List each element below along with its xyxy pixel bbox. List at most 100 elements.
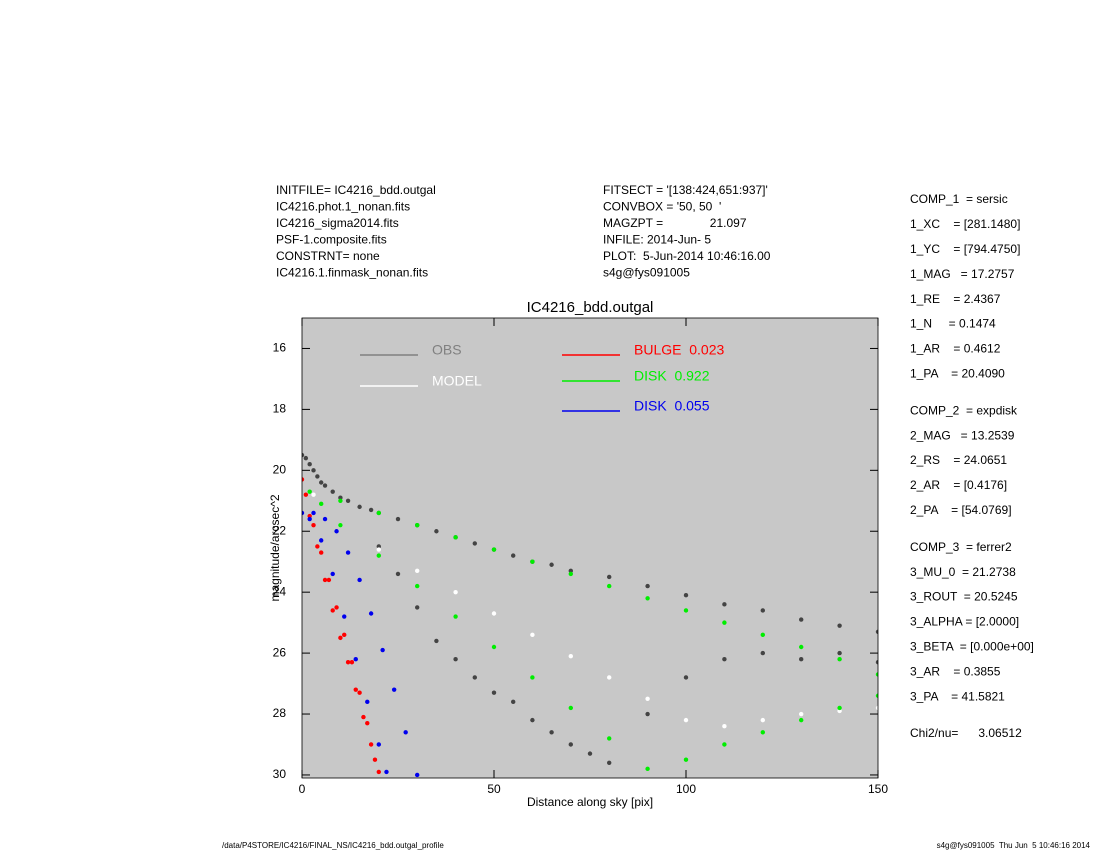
point [368,507,374,513]
x-tick-label: 150 [868,782,888,796]
footer-left: /data/P4STORE/IC4216/FINAL_NS/IC4216_bdd… [222,841,444,850]
point [330,571,335,577]
x-tick-label: 0 [299,782,306,796]
point [530,632,535,638]
point [353,656,358,662]
y-axis-label: magnitude/arcsec^2 [268,494,282,601]
point [607,583,612,589]
point [368,611,374,616]
header-left-line: IC4216_sigma2014.fits [276,216,399,230]
point [607,675,612,680]
parameter-line: 3_ALPHA = [2.0000] [910,615,1019,629]
point [338,495,343,500]
point [453,535,458,540]
point [568,705,573,711]
point [549,730,554,735]
point [415,568,420,574]
x-tick-label: 50 [487,782,501,796]
parameter-line: 2_PA = [54.0769] [910,503,1012,517]
header-middle-line: CONVBOX = '50, 50 ' [603,200,721,214]
point [415,605,420,610]
point [338,635,343,641]
header-middle-line: FITSECT = '[138:424,651:937]' [603,183,768,197]
parameter-line: 2_AR = [0.4176] [910,478,1007,492]
y-tick-label: 16 [273,341,287,355]
parameter-line: 2_RS = 24.0651 [910,453,1007,467]
point [319,501,324,507]
point [303,455,309,461]
y-tick-label: 30 [273,767,287,781]
point [319,538,324,543]
point [511,699,516,705]
y-tick-label: 26 [273,645,287,659]
point [302,452,305,458]
point [530,559,535,564]
point [568,653,573,659]
point [380,647,385,653]
point [472,541,477,546]
point [319,550,324,555]
y-tick-label: 20 [273,462,287,476]
parameter-line: 1_MAG = 17.2757 [910,267,1015,281]
parameter-line: 1_N = 0.1474 [910,317,996,331]
legend-label: MODEL [432,373,482,389]
point [338,522,343,528]
parameter-line: 1_YC = [794.4750] [910,242,1020,256]
point [353,687,358,692]
point [303,492,309,497]
point [760,632,765,638]
point [345,550,351,555]
point [645,583,650,589]
point [453,614,458,619]
point [491,690,497,695]
point [376,547,381,552]
point [365,720,370,726]
point [837,708,842,714]
point [322,483,328,488]
point [875,705,878,711]
point [415,583,420,589]
point [322,516,328,522]
point [607,736,612,741]
point [395,571,401,577]
header-left-line: INITFILE= IC4216_bdd.outgal [276,183,436,197]
point [587,751,593,756]
point [326,577,332,583]
point [568,568,573,574]
point [568,571,573,577]
point [837,656,842,662]
point [453,589,458,595]
point [315,544,320,549]
parameter-line: 3_PA = 41.5821 [910,689,1005,703]
y-tick-label: 28 [273,706,287,720]
point [645,596,650,601]
parameter-line: 3_ROUT = 20.5245 [910,590,1018,604]
point [342,632,347,638]
x-tick-label: 100 [676,782,696,796]
point [349,660,355,665]
point [683,675,689,680]
legend-label: DISK 0.055 [634,398,710,414]
point [415,522,420,528]
header-middle-line: s4g@fys091005 [603,266,690,280]
point [645,711,650,717]
point [334,529,339,534]
y-tick-label: 22 [273,523,287,537]
point [875,672,878,677]
point [311,492,316,497]
point [307,516,312,522]
point [760,730,765,735]
parameter-line: 2_MAG = 13.2539 [910,428,1015,442]
point [376,510,381,516]
point [372,757,378,762]
point [311,510,316,516]
point [530,675,535,680]
point [760,608,765,613]
header-left-line: IC4216.phot.1_nonan.fits [276,200,410,214]
point [345,660,351,665]
point [760,650,765,656]
parameter-line: 3_AR = 0.3855 [910,664,1001,678]
point [607,574,612,580]
legend-label: DISK 0.922 [634,368,710,384]
